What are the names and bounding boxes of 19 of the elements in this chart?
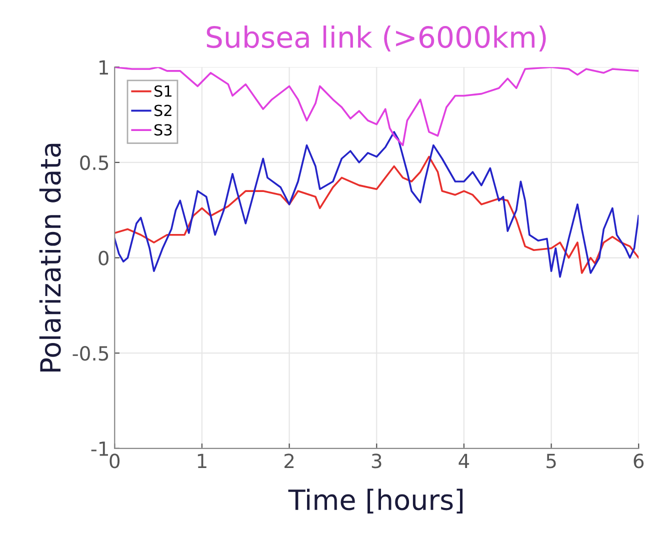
y-axis-title: Polarization data bbox=[39, 144, 61, 372]
chart-title: Subsea link (>6000km) bbox=[206, 26, 546, 52]
y-tick-label: -1 bbox=[91, 442, 108, 456]
line-series bbox=[114, 156, 639, 274]
y-tick-label: 0.5 bbox=[80, 155, 108, 170]
x-tick-label: 0 bbox=[110, 454, 120, 468]
legend-label: S3 bbox=[154, 124, 172, 136]
x-tick-label: 6 bbox=[634, 454, 644, 468]
y-tick-label: 0 bbox=[98, 250, 108, 266]
x-tick-label: 1 bbox=[198, 454, 206, 468]
legend-label: S2 bbox=[154, 104, 172, 116]
y-tick-label: 1 bbox=[100, 60, 108, 75]
x-tick-label: 3 bbox=[372, 454, 382, 468]
legend-label: S1 bbox=[154, 85, 172, 97]
x-tick-label: 4 bbox=[458, 454, 470, 468]
x-tick-label: 5 bbox=[546, 454, 556, 468]
x-axis-title: Time [hours] bbox=[288, 488, 463, 514]
x-tick-label: 2 bbox=[284, 454, 294, 468]
y-tick-label: -0.5 bbox=[72, 346, 108, 361]
